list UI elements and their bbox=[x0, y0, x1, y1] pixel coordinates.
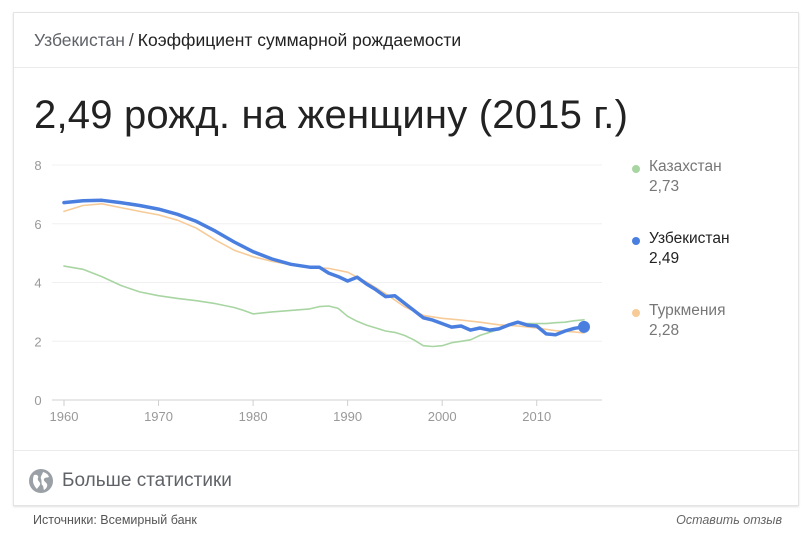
legend-dot-icon bbox=[632, 237, 640, 245]
footer-divider bbox=[14, 450, 798, 451]
breadcrumb-separator: / bbox=[128, 30, 134, 50]
legend-name: Туркмения bbox=[649, 302, 726, 319]
legend-name: Казахстан bbox=[649, 158, 722, 175]
x-tick-label: 1990 bbox=[333, 409, 362, 424]
headline-value: 2,49 рожд. на женщину (2015 г.) bbox=[34, 93, 629, 137]
x-tick-label: 1970 bbox=[144, 409, 173, 424]
x-tick-label: 2000 bbox=[428, 409, 457, 424]
header-divider bbox=[14, 67, 798, 68]
x-tick-label: 1960 bbox=[50, 409, 79, 424]
y-tick-label: 6 bbox=[34, 217, 41, 232]
globe-icon bbox=[29, 469, 53, 493]
more-stats-label: Больше статистики bbox=[62, 470, 232, 491]
legend-name: Узбекистан bbox=[649, 230, 730, 247]
feedback-link[interactable]: Оставить отзыв bbox=[676, 513, 782, 527]
fertility-line-chart[interactable]: 0 2 4 6 8 1960 1970 1980 1990 2000 2010 bbox=[14, 13, 800, 449]
more-stats-link[interactable]: Больше статистики bbox=[28, 468, 232, 494]
sources-text: Источники: Всемирный банк bbox=[33, 513, 197, 527]
breadcrumb-indicator: Коэффициент суммарной рождаемости bbox=[137, 30, 462, 50]
legend-dot-icon bbox=[632, 165, 640, 173]
x-tick-label: 2010 bbox=[522, 409, 551, 424]
legend-value: 2,28 bbox=[649, 322, 680, 339]
y-tick-label: 4 bbox=[34, 276, 41, 291]
breadcrumb-country[interactable]: Узбекистан bbox=[34, 30, 125, 50]
legend-value: 2,73 bbox=[649, 178, 680, 195]
series-line-0[interactable] bbox=[63, 265, 585, 348]
x-tick-label: 1980 bbox=[239, 409, 268, 424]
legend-value: 2,49 bbox=[649, 250, 680, 267]
series-endpoint-marker[interactable] bbox=[578, 320, 590, 333]
breadcrumb: Узбекистан / Коэффициент суммарной рождаем… bbox=[34, 30, 461, 51]
series-line-1[interactable] bbox=[62, 198, 586, 337]
y-tick-label: 0 bbox=[34, 393, 41, 408]
legend-dot-icon bbox=[632, 309, 640, 317]
y-tick-label: 2 bbox=[34, 334, 41, 349]
y-tick-label: 8 bbox=[34, 158, 41, 173]
stats-card: Узбекистан / Коэффициент суммарной рождаем… bbox=[13, 12, 799, 506]
